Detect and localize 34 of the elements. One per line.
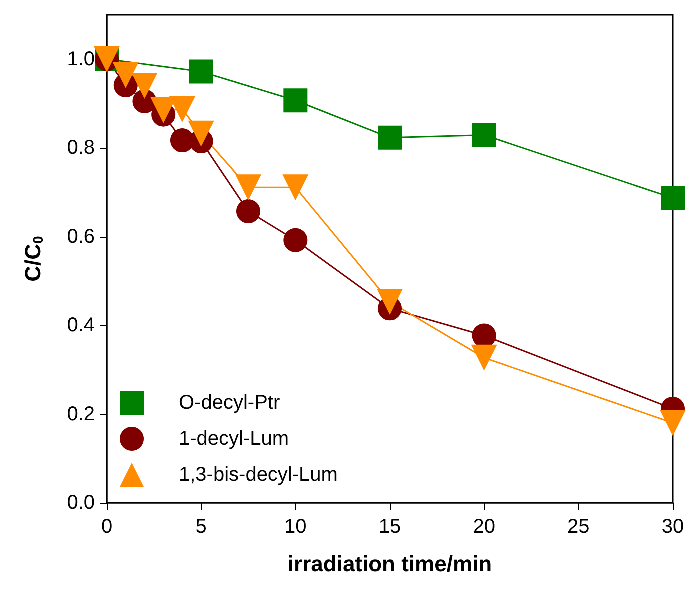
point	[284, 228, 308, 252]
point	[282, 174, 309, 201]
x-tick-label: 20	[473, 516, 496, 538]
point	[169, 96, 196, 122]
y-tick-label: 0.6	[67, 226, 95, 248]
y-tick-label: 0.0	[67, 492, 95, 514]
point	[377, 289, 403, 316]
point	[284, 88, 308, 113]
point	[378, 126, 402, 150]
x-axis-title: irradiation time/min	[288, 552, 492, 576]
x-tick-label: 30	[662, 516, 684, 538]
x-tick-label: 0	[101, 516, 113, 538]
point	[132, 72, 158, 99]
point	[660, 410, 686, 436]
x-tick-label: 15	[378, 516, 402, 538]
y-tick-label: 0.2	[67, 403, 95, 426]
y-axis-title: C/C0	[20, 236, 46, 282]
point	[189, 60, 214, 84]
legend-label: 1,3-bis-decyl-Lum	[179, 464, 338, 486]
point	[661, 186, 685, 210]
point	[471, 344, 498, 371]
x-tick-label: 25	[568, 516, 590, 538]
point	[472, 123, 496, 148]
point	[236, 174, 262, 201]
x-tick-label: 5	[196, 516, 207, 538]
y-tick-label: 1.0	[67, 48, 95, 70]
y-tick-label: 0.4	[67, 314, 95, 337]
point	[112, 62, 139, 88]
y-tick-label: 0.8	[67, 137, 95, 160]
point	[188, 120, 214, 147]
point	[236, 200, 260, 224]
legend-label: O-decyl-Ptr	[179, 392, 280, 414]
x-tick-label: 10	[284, 516, 307, 538]
legend-label: 1-decyl-Lum	[179, 428, 290, 450]
